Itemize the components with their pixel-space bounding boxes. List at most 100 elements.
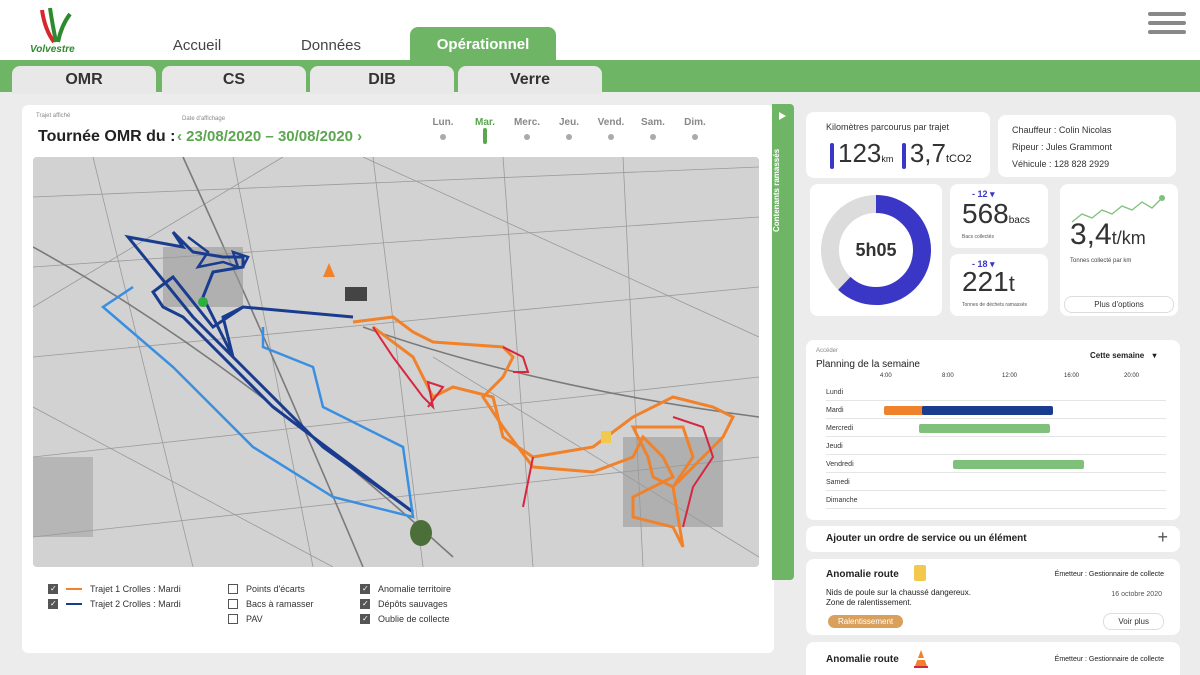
checkbox-icon[interactable]	[360, 598, 370, 609]
chevron-right-icon[interactable]: ›	[353, 128, 363, 145]
planning-bar[interactable]	[922, 406, 1053, 415]
planning-row[interactable]: Jeudi	[826, 438, 1166, 455]
legend-label: Trajet 1 Crolles : Mardi	[90, 583, 181, 594]
chevron-right-icon[interactable]	[779, 112, 786, 120]
planning-row[interactable]: Lundi	[826, 384, 1166, 401]
day-dim[interactable]: Dim.	[674, 117, 716, 144]
km-card: Kilomètres parcourus par trajet 123km 3,…	[806, 112, 990, 178]
tpk-label: Tonnes collecté par km	[1070, 258, 1132, 264]
day-label: Sam.	[641, 117, 665, 128]
see-more-button[interactable]: Voir plus	[1103, 613, 1164, 630]
tick-label: 16:00	[1064, 373, 1080, 379]
day-vend[interactable]: Vend.	[590, 117, 632, 144]
planning-row[interactable]: Mercredi	[826, 420, 1166, 437]
more-options-button[interactable]: Plus d'options	[1064, 296, 1174, 313]
tree-icon[interactable]	[410, 520, 432, 546]
legend-depots[interactable]: Dépôts sauvages	[360, 596, 451, 611]
warning-sign-icon[interactable]	[601, 431, 611, 443]
tab-donnees[interactable]: Données	[300, 37, 362, 54]
containers-side-tab[interactable]: Contenants ramassés	[772, 104, 794, 580]
legend-points: Points d'écarts Bacs à ramasser PAV	[228, 581, 314, 626]
bins-value: 568	[962, 198, 1009, 229]
planning-bar[interactable]	[919, 424, 1050, 433]
menu-icon[interactable]	[1148, 12, 1186, 36]
anomaly-card[interactable]: Anomalie route Émetteur : Gestionnaire d…	[806, 642, 1180, 675]
day-selector: Lun. Mar. Merc. Jeu. Vend. Sam. Dim.	[422, 117, 716, 144]
day-jeu[interactable]: Jeu.	[548, 117, 590, 144]
checkbox-icon[interactable]	[228, 583, 238, 594]
planning-row[interactable]: Dimanche	[826, 492, 1166, 509]
checkbox-icon[interactable]	[228, 613, 238, 624]
bins-unit: bacs	[1008, 215, 1030, 226]
route-1-swatch	[66, 587, 82, 590]
legend-bacs[interactable]: Bacs à ramasser	[228, 596, 314, 611]
day-label: Jeudi	[826, 443, 843, 450]
subtab-cs[interactable]: CS	[162, 66, 306, 94]
app-header: Volvestre Accueil Données Opérationnel	[0, 0, 1200, 62]
day-label: Vend.	[597, 117, 625, 128]
start-marker[interactable]	[198, 297, 208, 307]
duration-donut	[821, 195, 931, 305]
caret-down-icon: ▾	[990, 259, 995, 269]
date-start[interactable]: 23/08/2020	[186, 128, 262, 145]
subtab-omr[interactable]: OMR	[12, 66, 156, 94]
chevron-left-icon[interactable]: ‹	[177, 128, 187, 145]
tons-delta-text: - 18	[972, 259, 988, 269]
period-dropdown[interactable]: Cette semaine ▾	[1090, 351, 1157, 360]
legend-routes: Trajet 1 Crolles : Mardi Trajet 2 Crolle…	[48, 581, 181, 611]
legend-points-ecarts[interactable]: Points d'écarts	[228, 581, 314, 596]
map-svg[interactable]	[33, 157, 759, 567]
co2-unit: tCO2	[946, 153, 972, 165]
date-separator: –	[265, 128, 274, 145]
bins-delta: - 12 ▾	[972, 189, 995, 200]
tpk-value-row: 3,4t/km	[1070, 218, 1146, 252]
checkbox-icon[interactable]	[228, 598, 238, 609]
planning-row[interactable]: Mardi	[826, 402, 1166, 419]
legend-anomalies: Anomalie territoire Dépôts sauvages Oubl…	[360, 581, 451, 626]
traffic-cone-icon[interactable]	[323, 263, 335, 277]
anomaly-title: Anomalie route	[826, 654, 899, 665]
route-2-swatch	[66, 602, 82, 605]
co2-value: 3,7	[909, 138, 946, 168]
legend-anomalie-territoire[interactable]: Anomalie territoire	[360, 581, 451, 596]
route-map[interactable]	[33, 157, 759, 567]
volvestre-logo[interactable]	[30, 6, 82, 58]
day-lun[interactable]: Lun.	[422, 117, 464, 144]
route-shown-label: Trajet affiché	[36, 113, 71, 119]
planning-row[interactable]: Samedi	[826, 474, 1166, 491]
date-end[interactable]: 30/08/2020	[277, 128, 354, 145]
planning-bar[interactable]	[953, 460, 1084, 469]
km-bar	[830, 143, 834, 169]
legend-label: Bacs à ramasser	[246, 598, 314, 609]
anomaly-card[interactable]: Anomalie route Émetteur : Gestionnaire d…	[806, 559, 1180, 635]
side-tab-label: Contenants ramassés	[772, 148, 781, 232]
subtab-dib[interactable]: DIB	[310, 66, 454, 94]
day-label: Mardi	[826, 407, 844, 414]
planning-row[interactable]: Vendredi	[826, 456, 1166, 473]
checkbox-icon[interactable]	[48, 583, 58, 594]
planning-title: Planning de la semaine	[816, 359, 920, 370]
day-mar[interactable]: Mar.	[464, 117, 506, 144]
legend-route-2[interactable]: Trajet 2 Crolles : Mardi	[48, 596, 181, 611]
caret-down-icon[interactable]: ▾	[1152, 351, 1157, 360]
add-order-bar[interactable]: Ajouter un ordre de service ou un élémen…	[806, 526, 1180, 552]
legend-oublie[interactable]: Oublie de collecte	[360, 611, 451, 626]
planning-card: Accéder Planning de la semaine Cette sem…	[806, 340, 1180, 520]
tab-accueil[interactable]: Accueil	[172, 37, 222, 54]
day-sam[interactable]: Sam.	[632, 117, 674, 144]
checkbox-icon[interactable]	[48, 598, 58, 609]
day-merc[interactable]: Merc.	[506, 117, 548, 144]
tpk-value: 3,4	[1070, 218, 1112, 251]
day-label: Jeu.	[558, 117, 579, 128]
checkbox-icon[interactable]	[360, 583, 370, 594]
anomaly-emitter: Émetteur : Gestionnaire de collecte	[1054, 571, 1164, 578]
checkbox-icon[interactable]	[360, 613, 370, 624]
plus-icon[interactable]: +	[1157, 527, 1168, 547]
traffic-cone-icon	[914, 650, 928, 668]
tab-operationnel[interactable]: Opérationnel	[410, 27, 556, 62]
subtab-verre[interactable]: Verre	[458, 66, 602, 94]
legend-route-1[interactable]: Trajet 1 Crolles : Mardi	[48, 581, 181, 596]
vehicule-text: Véhicule : 128 828 2929	[1012, 159, 1110, 169]
date-range-selector[interactable]: ‹ 23/08/2020 – 30/08/2020 ›	[177, 128, 362, 145]
legend-pav[interactable]: PAV	[228, 611, 314, 626]
